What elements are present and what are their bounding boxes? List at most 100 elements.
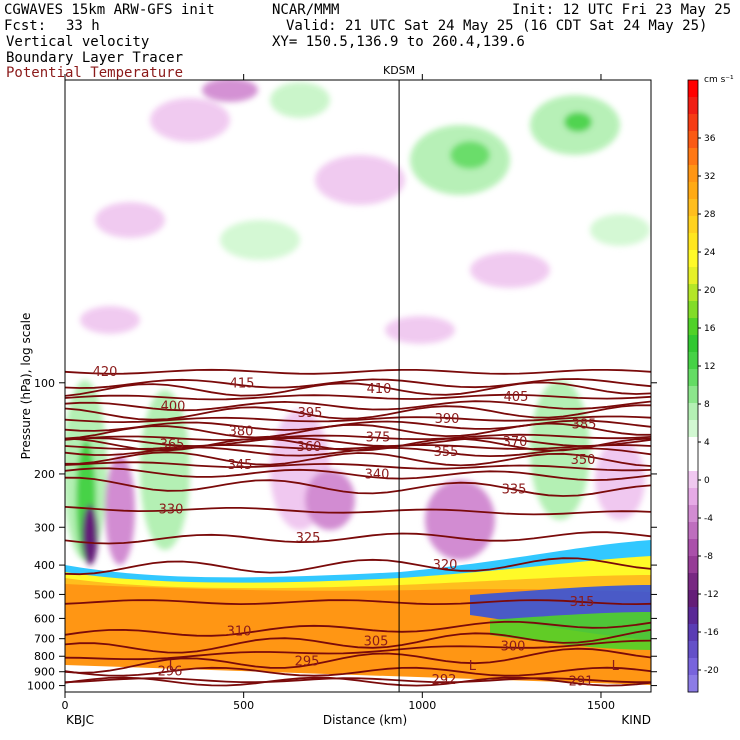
theta-contour [65, 628, 651, 654]
theta-contour [65, 506, 651, 516]
theta-contour [65, 400, 651, 412]
init-time: Init: 12 UTC Fri 23 May 25 [512, 2, 732, 18]
colorbar-swatch [688, 437, 698, 455]
theta-label: 300 [501, 639, 526, 654]
theta-contour [65, 444, 651, 450]
theta-contour [65, 433, 651, 441]
theta-label: 291 [569, 675, 594, 690]
theta-contour [65, 451, 651, 467]
x-tick-label: 500 [233, 699, 254, 712]
x-axis: 0 500 1000 1500 [62, 74, 615, 712]
colorbar-swatch [688, 590, 698, 608]
x-tick-label: 0 [62, 699, 69, 712]
colorbar-swatch [688, 641, 698, 659]
model-title: CGWAVES 15km ARW-GFS init [4, 2, 215, 18]
theta-label: 335 [502, 482, 527, 497]
colorbar-swatch [688, 301, 698, 319]
colorbar-swatch [688, 182, 698, 200]
theta-label: 380 [229, 424, 254, 439]
colorbar-label: 0 [704, 476, 710, 486]
field-potential-temperature: Potential Temperature [6, 65, 184, 81]
colorbar-swatch [688, 80, 698, 98]
theta-contour [65, 647, 651, 674]
theta-contour [65, 639, 651, 661]
colorbar-swatch [688, 454, 698, 472]
y-tick-label: 500 [34, 588, 55, 601]
colorbar-swatch [688, 335, 698, 353]
colorbar-unit: cm s⁻¹ [704, 75, 734, 85]
colorbar-swatch [688, 488, 698, 506]
theta-contour [65, 531, 651, 545]
theta-contour [65, 676, 651, 687]
theta-label: 410 [367, 382, 392, 397]
theta-contour [65, 437, 651, 448]
colorbar-swatch [688, 658, 698, 676]
colorbar-label: 32 [704, 172, 715, 182]
colorbar-swatch [688, 199, 698, 217]
theta-label: 385 [572, 418, 597, 433]
theta-contour [65, 378, 651, 389]
theta-label: 325 [296, 531, 321, 546]
colorbar-label: 16 [704, 324, 716, 334]
colorbar-swatch [688, 386, 698, 404]
theta-contour [65, 467, 651, 482]
y-axis-label: Pressure (hPa), log scale [19, 313, 33, 460]
low-marker: L [612, 659, 620, 674]
theta-contour [65, 393, 651, 401]
colorbar-labels: 36 32 28 24 20 16 12 8 4 0 -4 -8 -12 -16 -20 [698, 134, 719, 676]
theta-contour [65, 677, 651, 684]
theta-contour [65, 446, 651, 458]
right-station-label: KIND [621, 713, 651, 727]
colorbar-label: 24 [704, 248, 716, 258]
colorbar-label: -12 [704, 590, 719, 600]
colorbar-label: -8 [704, 552, 713, 562]
field-vertical-velocity: Vertical velocity [6, 34, 150, 50]
colorbar-swatch [688, 369, 698, 387]
y-tick-label: 400 [34, 559, 55, 572]
y-tick-label: 1000 [27, 680, 55, 693]
theta-contour [65, 368, 651, 375]
colorbar-swatch [688, 675, 698, 693]
y-tick-label: 900 [34, 666, 55, 679]
theta-label: 340 [365, 467, 390, 482]
theta-contour [65, 419, 651, 432]
theta-label: 320 [433, 558, 458, 573]
theta-contour [65, 599, 651, 606]
theta-label: 350 [571, 453, 596, 468]
theta-label: 405 [504, 390, 529, 405]
y-tick-label: 200 [34, 468, 55, 481]
colorbar-swatch [688, 556, 698, 574]
colorbar-swatch [688, 420, 698, 438]
theta-label: 415 [230, 377, 255, 392]
colorbar-swatch [688, 607, 698, 625]
colorbar-label: -20 [704, 666, 719, 676]
forecast-label: Fcst: [4, 18, 47, 34]
theta-contour [65, 415, 651, 424]
y-tick-label: 700 [34, 633, 55, 646]
colorbar-swatch [688, 352, 698, 370]
colorbar-swatch [688, 573, 698, 591]
colorbar-swatch [688, 267, 698, 285]
theta-label: 360 [297, 440, 322, 455]
valid-time: Valid: 21 UTC Sat 24 May 25 (16 CDT Sat … [286, 18, 708, 34]
theta-label: 400 [161, 399, 186, 414]
theta-contour [65, 422, 651, 440]
theta-label: 420 [93, 365, 118, 380]
plot-field [65, 80, 651, 692]
theta-contour [65, 404, 651, 421]
colorbar-swatch [688, 165, 698, 183]
colorbar-swatch [688, 114, 698, 132]
theta-contour [65, 381, 651, 397]
colorbar-swatch [688, 318, 698, 336]
colorbar-swatch [688, 131, 698, 149]
colorbar-swatch [688, 216, 698, 234]
colorbar-swatch [688, 505, 698, 523]
colorbar-swatch [688, 403, 698, 421]
theta-label: 310 [227, 624, 252, 639]
theta-label: 355 [434, 445, 459, 460]
theta-label: 345 [228, 458, 253, 473]
theta-contour [65, 620, 651, 637]
theta-contours [65, 368, 651, 687]
